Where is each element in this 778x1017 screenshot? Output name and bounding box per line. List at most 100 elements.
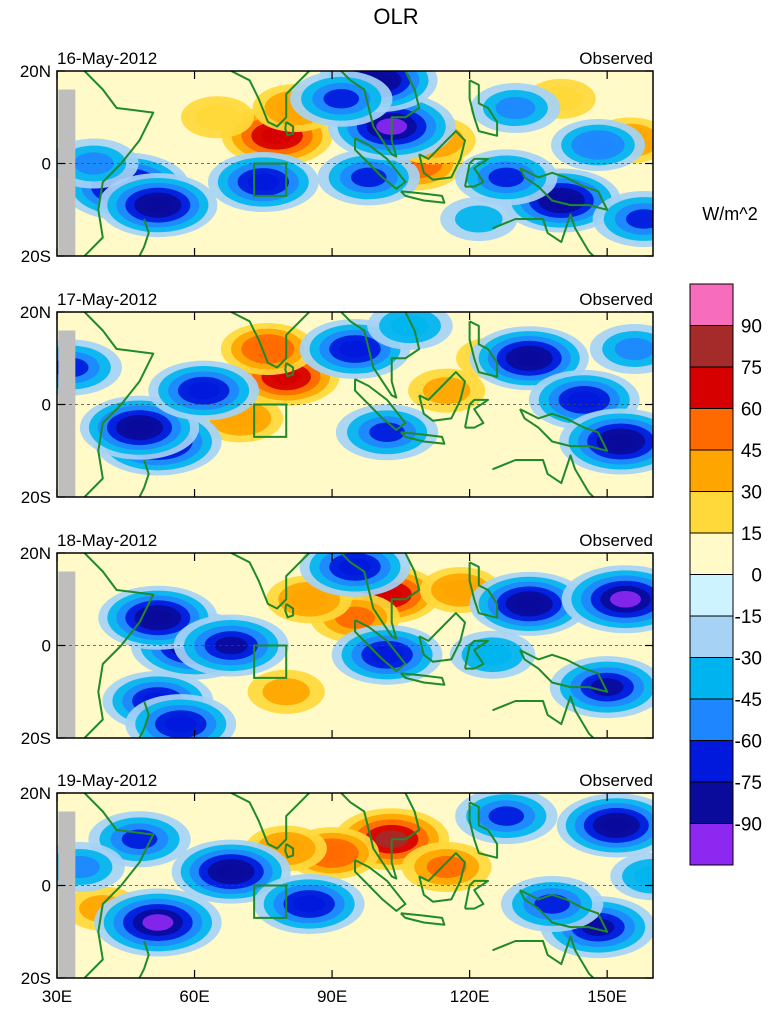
x-tick-label: 30E	[42, 987, 72, 1006]
anomaly-field	[57, 312, 653, 497]
y-tick-label: 0	[42, 396, 51, 415]
olr-blob-9-band-6	[143, 197, 173, 213]
colorbar-swatch	[689, 698, 734, 741]
coastline	[492, 695, 595, 738]
olr-blob-13-band-5	[568, 391, 601, 409]
panel-observed-label: Observed	[579, 49, 653, 68]
coastline	[230, 553, 310, 610]
coastline	[354, 378, 407, 431]
coastlines	[83, 71, 609, 256]
olr-blob-2-band-4	[251, 339, 285, 359]
colorbar-label: -30	[735, 649, 762, 670]
colorbar-label: 0	[751, 566, 762, 587]
olr-blob-5-band-2	[262, 678, 310, 706]
y-tick-label: 20N	[20, 303, 51, 322]
y-tick-label: 20S	[21, 247, 51, 266]
coastline	[83, 553, 155, 738]
colorbar-swatch	[689, 823, 734, 866]
olr-blob-20-band-3	[495, 96, 536, 120]
colorbar-label: 15	[741, 524, 762, 545]
coastline	[464, 398, 489, 429]
panel-observed-label: Observed	[579, 771, 653, 790]
olr-blob-13-band-6	[514, 596, 544, 612]
panels-group: 16-May-2012 Observed 20N 0 20S 17-May-2012 Obs…	[20, 49, 654, 1006]
coastline	[83, 71, 155, 256]
anomaly-field	[57, 71, 653, 256]
colorbar-swatch	[689, 532, 734, 575]
x-tick-label: 90E	[317, 987, 347, 1006]
panel-observed-label: Observed	[579, 290, 653, 309]
coastline	[464, 639, 489, 670]
colorbar-swatch	[689, 325, 734, 368]
x-tick-label: 120E	[450, 987, 490, 1006]
colorbar-swatch	[689, 781, 734, 824]
olr-blob-14-band-4	[534, 894, 570, 914]
coastlines	[83, 553, 609, 738]
colorbar-label: 30	[741, 483, 762, 504]
y-tick-label: 0	[42, 877, 51, 896]
coastline	[83, 312, 155, 497]
coastline	[354, 619, 407, 672]
olr-blob-1-band-5	[261, 127, 293, 145]
coastline	[492, 213, 595, 256]
olr-blob-11-band-6	[601, 817, 631, 834]
y-tick-label: 20N	[20, 62, 51, 81]
missing-data	[58, 811, 76, 978]
panel-date-label: 17-May-2012	[57, 290, 157, 309]
olr-blob-15-band-4	[323, 89, 360, 109]
coastline	[138, 700, 150, 738]
colorbar-label: 45	[741, 441, 762, 462]
coastline	[340, 553, 421, 640]
coastline	[284, 843, 295, 859]
coastline	[468, 79, 499, 137]
coastline	[400, 431, 446, 445]
region-box	[253, 644, 288, 679]
x-tick-label: 150E	[587, 987, 627, 1006]
colorbar-label: 90	[741, 317, 762, 338]
olr-blob-11-band-4	[369, 422, 405, 442]
coastline	[138, 459, 150, 497]
colorbar-swatch	[689, 657, 734, 700]
colorbar-label: 75	[741, 358, 762, 379]
coastline	[138, 218, 150, 256]
region-box	[253, 403, 288, 438]
colorbar: 90 75 60 45 30 15 0 -15 -30 -45 -60 -75 -90	[689, 283, 762, 866]
colorbar-label: -90	[735, 815, 762, 836]
colorbar-label: 60	[741, 400, 762, 421]
panel-2: 17-May-2012 Observed 20N 0 20S	[20, 290, 654, 507]
coastline	[284, 603, 295, 619]
y-tick-label: 20S	[21, 969, 51, 988]
coastline	[418, 612, 466, 663]
panel-date-label: 19-May-2012	[57, 771, 157, 790]
missing-data	[58, 330, 76, 497]
panel-date-label: 18-May-2012	[57, 531, 157, 550]
y-tick-label: 0	[42, 637, 51, 656]
coastline	[230, 793, 310, 850]
olr-blob-18-band-4	[581, 135, 615, 155]
olr-blob-15-band-3	[633, 865, 653, 887]
blobs	[98, 553, 653, 738]
coastline	[400, 912, 446, 926]
olr-blob-15-band-5	[590, 678, 624, 696]
olr-blob-21-band-2	[455, 205, 503, 233]
coastline	[519, 889, 609, 933]
coastline	[340, 793, 421, 880]
chart-title: OLR	[373, 4, 418, 29]
coastline	[138, 940, 150, 978]
olr-blob-14-band-6	[605, 433, 636, 450]
coastline	[354, 859, 407, 912]
olr-blob-3-band-2	[195, 104, 240, 131]
coastline	[418, 852, 466, 903]
x-tick-label: 60E	[179, 987, 209, 1006]
colorbar-swatch	[689, 574, 734, 617]
colorbar-swatch	[689, 740, 734, 783]
colorbar-swatch	[689, 449, 734, 492]
coastline	[418, 371, 466, 422]
olr-blob-15-band-3	[614, 337, 653, 361]
coastline	[354, 137, 407, 190]
coastline	[464, 879, 489, 910]
y-tick-label: 20S	[21, 729, 51, 748]
coastline	[468, 801, 499, 859]
